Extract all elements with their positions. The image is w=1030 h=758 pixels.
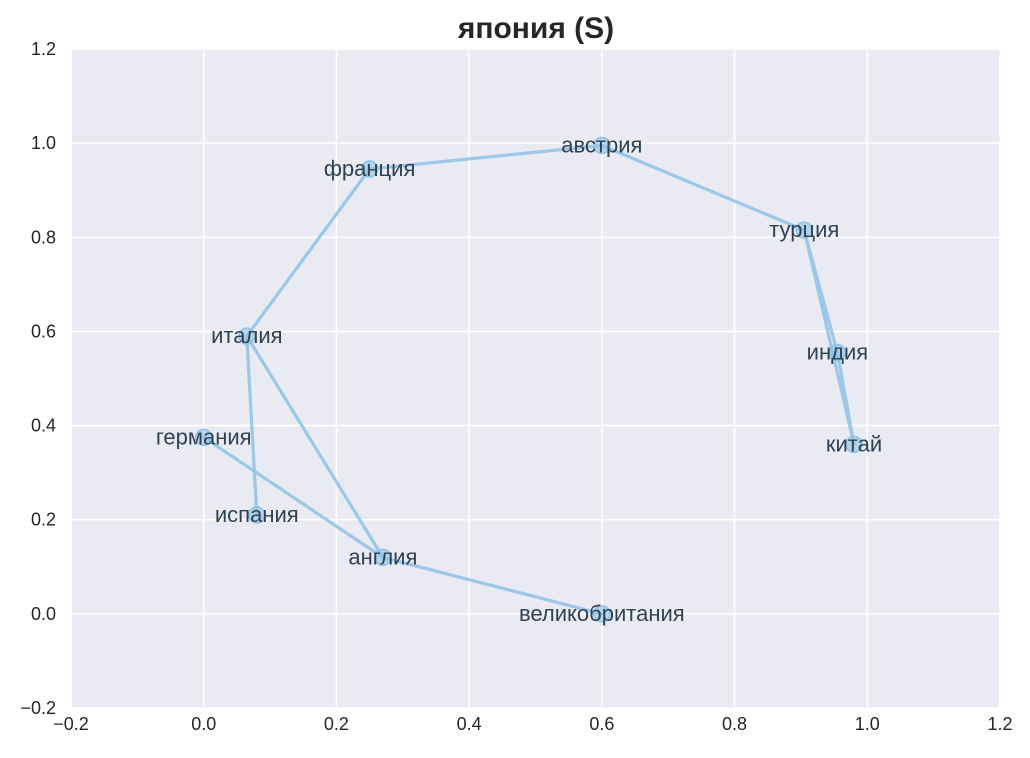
point-label: китай xyxy=(826,431,882,456)
x-tick-label: 0.4 xyxy=(457,714,482,734)
y-tick-label: 0.8 xyxy=(31,227,56,247)
point-label: индия xyxy=(807,340,868,365)
x-tick-label: 0.8 xyxy=(722,714,747,734)
y-axis-ticks: −0.2 0.0 0.2 0.4 0.6 0.8 1.0 1.2 xyxy=(20,39,56,718)
y-tick-label: 0.2 xyxy=(31,510,56,530)
x-tick-label: 0.2 xyxy=(324,714,349,734)
x-tick-label: 1.0 xyxy=(855,714,880,734)
data-point xyxy=(845,435,863,454)
y-tick-label: −0.2 xyxy=(20,698,56,718)
x-tick-label: 0.6 xyxy=(589,714,614,734)
y-tick-label: 0.6 xyxy=(31,321,56,341)
markers xyxy=(194,136,863,623)
x-tick-label: 1.2 xyxy=(987,714,1012,734)
data-point xyxy=(593,136,611,155)
data-point xyxy=(194,428,213,447)
point-label: англия xyxy=(348,544,417,569)
point-label: франция xyxy=(324,156,416,181)
data-point xyxy=(248,506,266,524)
point-label: великобритания xyxy=(519,601,685,626)
data-point xyxy=(828,343,847,362)
data-point xyxy=(238,327,256,345)
x-axis-ticks: −0.2 0.0 0.2 0.4 0.6 0.8 1.0 1.2 xyxy=(53,714,1012,734)
point-labels: великобритания англия германия испания итали… xyxy=(156,132,882,625)
y-tick-label: 1.0 xyxy=(31,133,56,153)
x-tick-label: −0.2 xyxy=(53,714,89,734)
point-label: австрия xyxy=(561,132,642,157)
y-tick-label: 1.2 xyxy=(31,39,56,59)
data-point xyxy=(360,160,379,178)
y-tick-label: 0.0 xyxy=(31,604,56,624)
data-point xyxy=(795,221,813,239)
grid xyxy=(70,48,1001,709)
point-label: италия xyxy=(211,323,282,348)
data-point xyxy=(374,548,392,567)
chart-title: япония (S) xyxy=(457,12,614,45)
point-label: испания xyxy=(215,502,299,527)
point-label: турция xyxy=(769,217,839,242)
data-point xyxy=(593,605,611,623)
x-tick-label: 0.0 xyxy=(191,714,216,734)
y-tick-label: 0.4 xyxy=(31,416,56,436)
point-label: германия xyxy=(156,424,252,449)
